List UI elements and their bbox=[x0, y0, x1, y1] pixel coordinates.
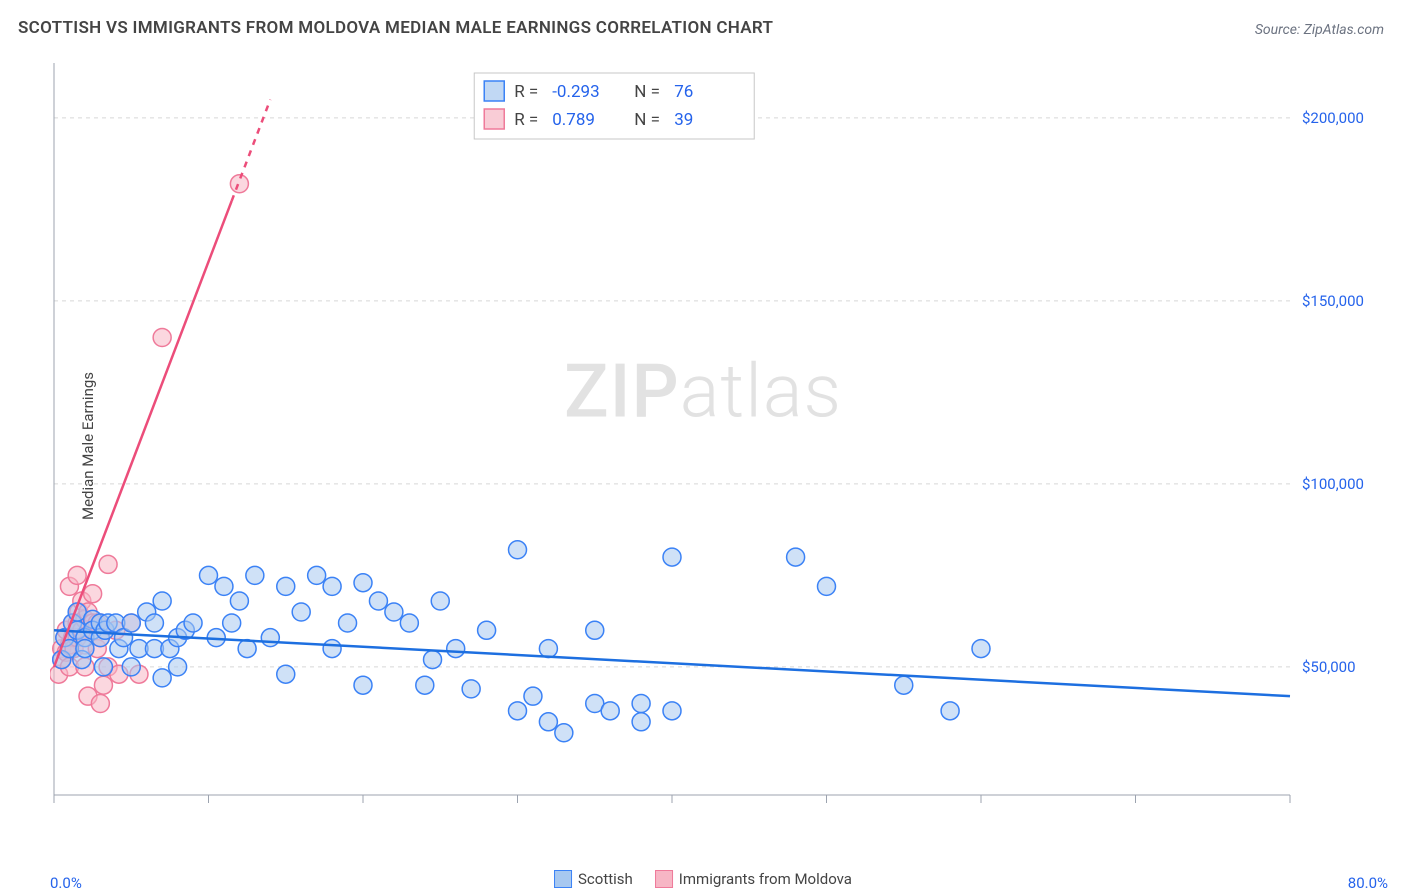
legend-swatch-scottish bbox=[554, 870, 572, 888]
legend-label-moldova: Immigrants from Moldova bbox=[679, 870, 852, 888]
svg-text:$200,000: $200,000 bbox=[1302, 109, 1364, 127]
svg-text:N =: N = bbox=[634, 110, 660, 130]
svg-text:$50,000: $50,000 bbox=[1302, 658, 1356, 676]
svg-text:76: 76 bbox=[674, 82, 693, 102]
legend-item-moldova: Immigrants from Moldova bbox=[655, 870, 852, 888]
svg-text:R =: R = bbox=[514, 110, 538, 130]
bottom-legend: Scottish Immigrants from Moldova bbox=[554, 870, 852, 888]
legend-item-scottish: Scottish bbox=[554, 870, 633, 888]
chart-title: SCOTTISH VS IMMIGRANTS FROM MOLDOVA MEDI… bbox=[18, 18, 773, 38]
plot-svg: $50,000 $100,000 $150,000 $200,000 R = -0.293… bbox=[50, 55, 1390, 835]
svg-text:0.789: 0.789 bbox=[552, 110, 595, 130]
source-attribution: Source: ZipAtlas.com bbox=[1255, 22, 1384, 38]
x-axis-max-label: 80.0% bbox=[1348, 874, 1388, 892]
x-axis-min-label: 0.0% bbox=[50, 874, 82, 892]
svg-text:$150,000: $150,000 bbox=[1302, 292, 1364, 310]
legend-label-scottish: Scottish bbox=[578, 870, 633, 888]
scatter-plot: $50,000 $100,000 $150,000 $200,000 R = -0.293… bbox=[50, 55, 1390, 835]
svg-text:-0.293: -0.293 bbox=[552, 82, 599, 102]
legend-swatch-moldova bbox=[655, 870, 673, 888]
svg-text:R =: R = bbox=[514, 82, 538, 102]
svg-text:N =: N = bbox=[634, 82, 660, 102]
svg-text:$100,000: $100,000 bbox=[1302, 475, 1364, 493]
svg-text:39: 39 bbox=[674, 110, 693, 130]
